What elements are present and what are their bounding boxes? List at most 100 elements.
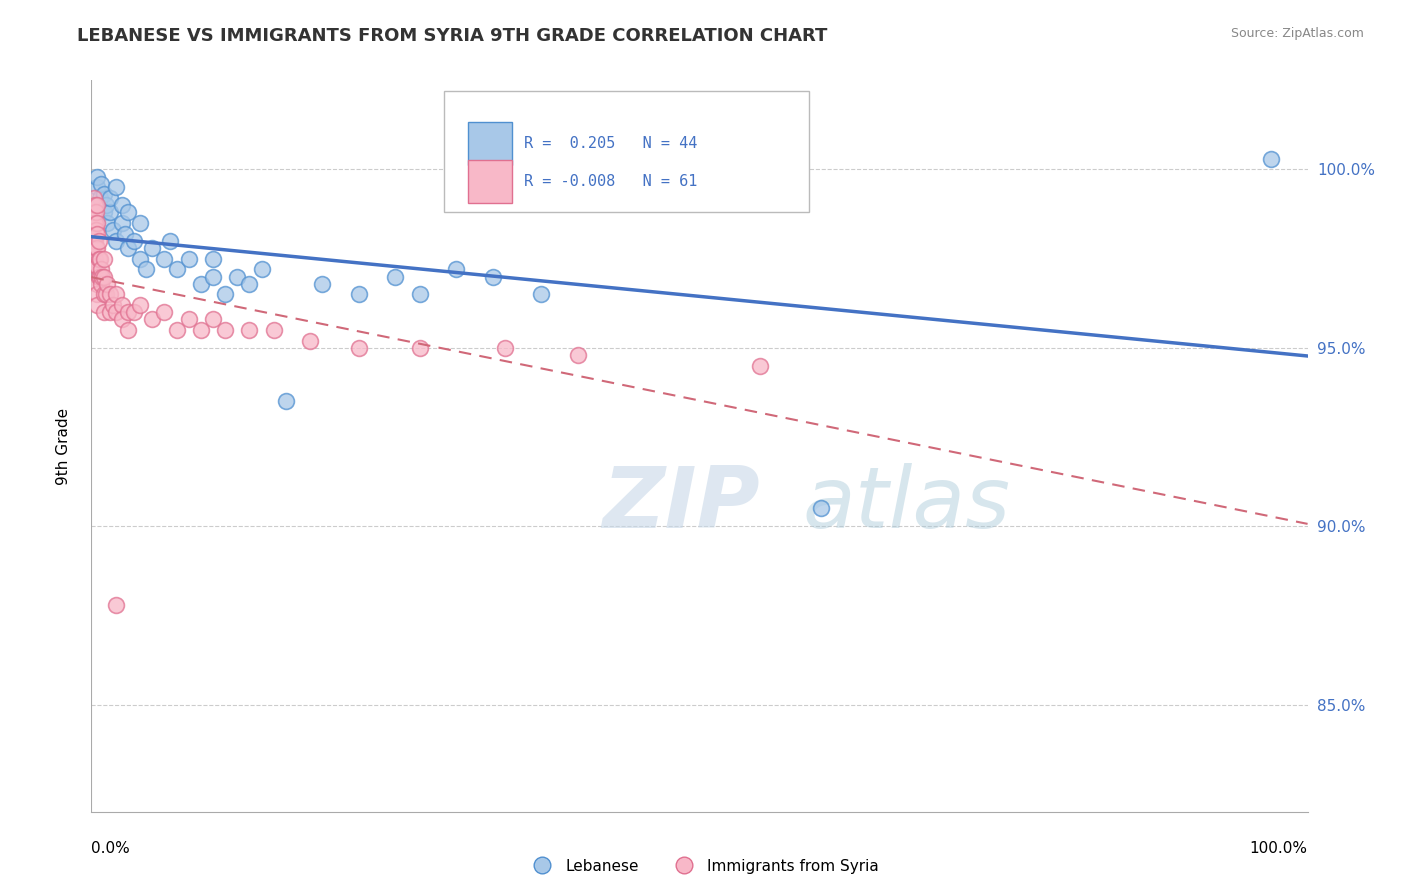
Point xyxy=(93,187,115,202)
Point xyxy=(749,359,772,373)
Point xyxy=(96,277,118,291)
Point xyxy=(104,180,127,194)
Point xyxy=(214,323,236,337)
Point xyxy=(93,205,115,219)
Point xyxy=(83,241,105,255)
Text: R =  0.205   N = 44: R = 0.205 N = 44 xyxy=(524,136,697,151)
Point xyxy=(384,269,406,284)
Point xyxy=(84,234,107,248)
Point xyxy=(86,198,108,212)
Point xyxy=(117,205,139,219)
Point xyxy=(238,277,260,291)
Point xyxy=(84,205,107,219)
Point xyxy=(93,305,115,319)
Point xyxy=(86,241,108,255)
Text: 9th Grade: 9th Grade xyxy=(56,408,70,484)
Point xyxy=(311,277,333,291)
Point xyxy=(159,234,181,248)
Point xyxy=(202,269,225,284)
Point xyxy=(114,227,136,241)
Point xyxy=(94,287,117,301)
Point xyxy=(104,234,127,248)
Point xyxy=(409,341,432,355)
Point xyxy=(166,323,188,337)
Point xyxy=(86,277,108,291)
Point xyxy=(86,180,108,194)
Point xyxy=(122,305,145,319)
Point xyxy=(98,287,121,301)
FancyBboxPatch shape xyxy=(468,160,512,202)
Point xyxy=(93,252,115,266)
Text: atlas: atlas xyxy=(803,463,1011,546)
Point xyxy=(111,198,134,212)
Point xyxy=(111,216,134,230)
Point xyxy=(111,312,134,326)
Point xyxy=(214,287,236,301)
Point xyxy=(481,269,503,284)
Point xyxy=(86,169,108,184)
Point xyxy=(190,277,212,291)
Point xyxy=(87,252,110,266)
Point xyxy=(530,287,553,301)
Point xyxy=(86,259,108,273)
Point xyxy=(274,394,297,409)
Point xyxy=(98,191,121,205)
Point xyxy=(86,287,108,301)
Point xyxy=(90,277,112,291)
Point xyxy=(104,598,127,612)
Point xyxy=(94,198,117,212)
Point xyxy=(177,312,200,326)
Point xyxy=(117,323,139,337)
Text: ZIP: ZIP xyxy=(602,463,759,546)
Point xyxy=(84,198,107,212)
Legend: Lebanese, Immigrants from Syria: Lebanese, Immigrants from Syria xyxy=(520,853,886,880)
Point xyxy=(103,223,125,237)
Point xyxy=(238,323,260,337)
Point xyxy=(122,234,145,248)
Point xyxy=(117,305,139,319)
Point xyxy=(86,216,108,230)
Point xyxy=(93,287,115,301)
Point xyxy=(129,252,152,266)
FancyBboxPatch shape xyxy=(444,91,808,212)
Point xyxy=(166,262,188,277)
Text: 100.0%: 100.0% xyxy=(1250,841,1308,856)
Point xyxy=(129,216,152,230)
Point xyxy=(494,341,516,355)
Point xyxy=(141,312,163,326)
Point xyxy=(153,252,176,266)
Point xyxy=(87,234,110,248)
Point xyxy=(98,305,121,319)
Point xyxy=(98,205,121,219)
Point xyxy=(202,312,225,326)
Text: Source: ZipAtlas.com: Source: ZipAtlas.com xyxy=(1230,27,1364,40)
Point xyxy=(84,241,107,255)
Point xyxy=(84,216,107,230)
Point xyxy=(90,262,112,277)
Point xyxy=(84,259,107,273)
Point xyxy=(83,216,105,230)
Point xyxy=(104,287,127,301)
Point xyxy=(347,341,370,355)
Text: LEBANESE VS IMMIGRANTS FROM SYRIA 9TH GRADE CORRELATION CHART: LEBANESE VS IMMIGRANTS FROM SYRIA 9TH GR… xyxy=(77,27,828,45)
Point xyxy=(129,298,152,312)
Point xyxy=(93,269,115,284)
Point xyxy=(103,298,125,312)
Point xyxy=(104,305,127,319)
Point xyxy=(444,262,467,277)
Point xyxy=(83,205,105,219)
Point xyxy=(117,241,139,255)
Point xyxy=(299,334,322,348)
Point xyxy=(96,216,118,230)
Point xyxy=(177,252,200,266)
Point xyxy=(202,252,225,266)
Point xyxy=(567,348,589,362)
Point xyxy=(83,191,105,205)
Point xyxy=(135,262,157,277)
Point xyxy=(347,287,370,301)
Point xyxy=(190,323,212,337)
Point xyxy=(86,298,108,312)
Point xyxy=(409,287,432,301)
Point xyxy=(84,252,107,266)
Point xyxy=(153,305,176,319)
